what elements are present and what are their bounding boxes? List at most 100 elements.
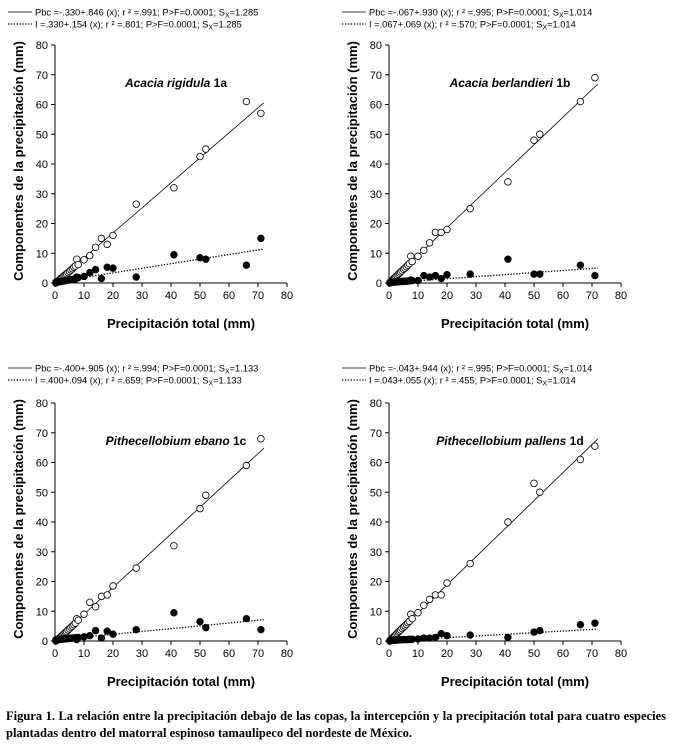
regression-line-pbc bbox=[388, 83, 599, 284]
y-tick-label: 70 bbox=[370, 70, 382, 82]
y-tick-label: 40 bbox=[370, 159, 382, 171]
panel-title: Pithecellobium ebano 1c bbox=[106, 434, 247, 448]
open-point bbox=[74, 616, 82, 624]
regression-line-i bbox=[54, 248, 264, 283]
panel-title: Acacia rigidula 1a bbox=[124, 76, 227, 90]
open-point bbox=[466, 559, 474, 568]
x-tick-label: 80 bbox=[615, 290, 627, 302]
open-point bbox=[109, 582, 117, 590]
y-tick-label: 50 bbox=[36, 487, 48, 499]
y-tick-label: 30 bbox=[370, 547, 382, 559]
y-tick-label: 40 bbox=[370, 517, 382, 529]
x-tick-label: 10 bbox=[412, 648, 424, 660]
y-tick-label: 60 bbox=[36, 100, 48, 112]
open-point bbox=[170, 542, 178, 550]
y-tick-label: 50 bbox=[370, 487, 382, 499]
y-axis-label: Componentes de la precipitación (mm) bbox=[11, 399, 26, 639]
x-tick-label: 20 bbox=[441, 648, 453, 660]
x-tick-label: 80 bbox=[281, 648, 293, 660]
regression-line-pbc bbox=[54, 448, 265, 642]
y-tick-label: 0 bbox=[42, 278, 48, 290]
legend-text: Pbc =-.400+.905 (x); r ² =.994; P>F=0.00… bbox=[35, 364, 258, 376]
open-point bbox=[420, 246, 428, 254]
open-point bbox=[86, 251, 94, 260]
y-tick-label: 60 bbox=[370, 458, 382, 470]
x-tick-label: 30 bbox=[136, 648, 148, 660]
regression-line-i bbox=[388, 267, 598, 284]
open-point bbox=[408, 614, 416, 623]
open-point bbox=[591, 442, 599, 450]
x-tick-label: 0 bbox=[52, 648, 58, 660]
x-tick-label: 50 bbox=[528, 648, 540, 660]
x-tick-label: 60 bbox=[557, 648, 569, 660]
y-tick-label: 70 bbox=[36, 70, 48, 82]
x-tick-label: 50 bbox=[528, 290, 540, 302]
y-axis-label: Componentes de la precipitación (mm) bbox=[345, 399, 360, 639]
y-tick-label: 10 bbox=[370, 248, 382, 260]
open-point bbox=[420, 601, 428, 609]
y-tick-label: 40 bbox=[36, 159, 48, 171]
y-tick-label: 10 bbox=[370, 606, 382, 618]
chart-panel-3: Pbc =-.400+.905 (x); r ² =.994; P>F=0.00… bbox=[8, 364, 293, 689]
y-tick-label: 70 bbox=[370, 428, 382, 440]
filled-point bbox=[132, 273, 140, 281]
y-tick-label: 60 bbox=[370, 100, 382, 112]
panel-title: Pithecellobium pallens 1d bbox=[436, 434, 583, 448]
y-tick-label: 80 bbox=[370, 40, 382, 52]
filled-point bbox=[80, 272, 88, 281]
open-point bbox=[530, 479, 538, 488]
filled-point bbox=[196, 617, 204, 626]
filled-point bbox=[109, 630, 117, 638]
open-point bbox=[109, 231, 117, 240]
x-axis-label: Precipitación total (mm) bbox=[441, 316, 589, 331]
open-point bbox=[576, 97, 585, 106]
x-tick-label: 80 bbox=[615, 648, 627, 660]
open-point bbox=[437, 228, 445, 237]
y-axis-label: Componentes de la precipitación (mm) bbox=[11, 41, 26, 281]
x-tick-label: 10 bbox=[78, 290, 90, 302]
open-point bbox=[530, 136, 538, 144]
x-tick-label: 60 bbox=[557, 290, 569, 302]
open-point bbox=[103, 240, 111, 249]
y-tick-label: 0 bbox=[376, 636, 382, 648]
open-point bbox=[408, 257, 416, 266]
chart-panel-1: Pbc =-.330+.846 (x); r ² =.991; P>F=0.00… bbox=[8, 8, 293, 331]
filled-point bbox=[591, 619, 599, 627]
open-point bbox=[132, 200, 140, 208]
open-point bbox=[504, 518, 512, 526]
open-point bbox=[103, 591, 111, 599]
y-tick-label: 30 bbox=[36, 547, 48, 559]
y-tick-label: 50 bbox=[36, 129, 48, 141]
y-tick-label: 50 bbox=[370, 129, 382, 141]
filled-point bbox=[536, 270, 544, 278]
open-point bbox=[202, 145, 210, 153]
chart-panel-2: Pbc =-.067+.930 (x); r ² =.995; P>F=0.00… bbox=[342, 8, 627, 331]
y-tick-label: 0 bbox=[376, 278, 382, 290]
x-tick-label: 70 bbox=[586, 648, 598, 660]
y-tick-label: 20 bbox=[370, 577, 382, 589]
open-point bbox=[242, 97, 251, 106]
filled-point bbox=[536, 626, 544, 635]
x-tick-label: 70 bbox=[586, 290, 598, 302]
open-point bbox=[591, 74, 599, 82]
filled-point bbox=[242, 614, 251, 623]
open-point bbox=[443, 225, 451, 234]
x-tick-label: 50 bbox=[194, 648, 206, 660]
filled-point bbox=[431, 271, 440, 280]
filled-point bbox=[202, 623, 210, 632]
open-point bbox=[80, 610, 88, 618]
filled-point bbox=[97, 274, 106, 283]
x-tick-label: 40 bbox=[165, 290, 177, 302]
y-tick-label: 30 bbox=[370, 189, 382, 201]
filled-point bbox=[591, 271, 599, 280]
open-point bbox=[425, 239, 434, 247]
open-point bbox=[74, 260, 82, 269]
open-point bbox=[242, 461, 251, 470]
x-tick-label: 20 bbox=[107, 290, 119, 302]
filled-point bbox=[466, 270, 474, 278]
open-point bbox=[466, 204, 474, 213]
open-point bbox=[257, 435, 265, 443]
y-tick-label: 80 bbox=[36, 398, 48, 410]
x-tick-label: 60 bbox=[223, 648, 235, 660]
